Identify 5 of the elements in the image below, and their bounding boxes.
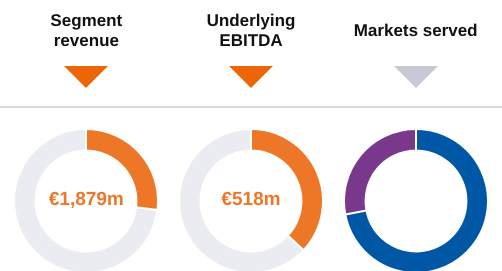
chart-title: Segment revenue (49, 10, 124, 52)
chart-title: Markets served (352, 20, 479, 42)
chart-title: Underlying EBITDA (206, 10, 296, 52)
text: €518m (220, 189, 282, 211)
text: €1,879m (48, 189, 125, 211)
